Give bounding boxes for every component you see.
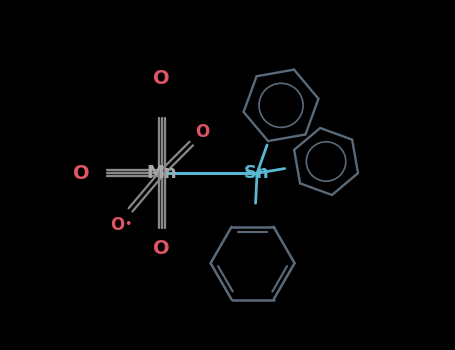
Text: O: O [73, 164, 90, 183]
Text: O: O [153, 69, 170, 88]
Text: O: O [153, 239, 170, 258]
Text: O: O [195, 123, 210, 141]
Text: O: O [111, 216, 125, 234]
Text: Mn: Mn [146, 164, 177, 182]
Text: •: • [125, 218, 132, 231]
Text: Sn: Sn [244, 164, 270, 182]
